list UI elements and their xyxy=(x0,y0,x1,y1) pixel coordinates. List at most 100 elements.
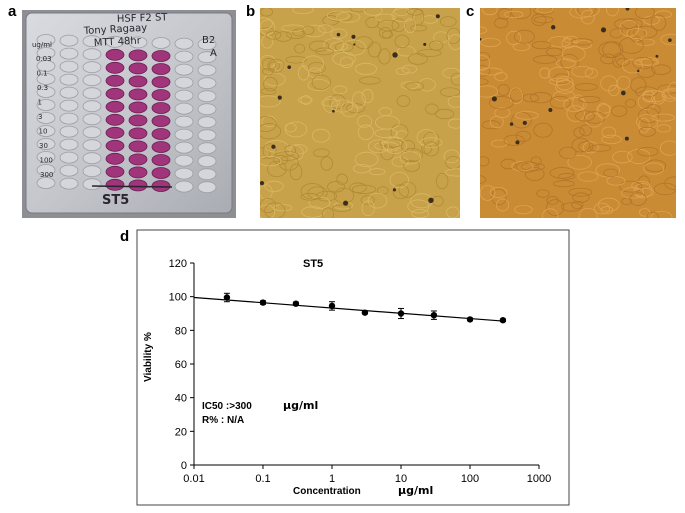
cell-outline xyxy=(569,8,593,19)
plate-well-empty xyxy=(82,165,102,178)
plate-well-empty xyxy=(59,151,79,164)
cell-outline xyxy=(635,38,656,46)
cell-outline xyxy=(561,38,576,49)
cell-outline xyxy=(260,19,276,35)
plate-well-empty xyxy=(197,155,217,168)
cell-outline xyxy=(264,180,284,192)
cell-outline xyxy=(351,91,366,109)
plate-well-filled xyxy=(128,127,148,140)
cell-outline xyxy=(302,25,315,35)
plate-well-empty xyxy=(59,60,79,73)
micrograph-c xyxy=(480,8,676,218)
cell-outline xyxy=(260,87,277,96)
cell-outline xyxy=(405,81,425,91)
cell-outline xyxy=(321,98,341,107)
cell-outline xyxy=(260,95,281,108)
cell-debris xyxy=(637,69,640,73)
cell-debris xyxy=(550,25,556,30)
cell-outline xyxy=(596,102,611,119)
cell-outline xyxy=(514,204,533,215)
cell-outline xyxy=(480,184,496,201)
cell-outline xyxy=(480,67,503,76)
cell-outline xyxy=(514,111,539,120)
y-axis-label: Viability % xyxy=(143,332,154,382)
cell-debris xyxy=(423,42,427,46)
plate-well-empty xyxy=(174,141,194,154)
plate-well-empty xyxy=(174,63,194,76)
cell-outline xyxy=(446,206,460,218)
cell-outline xyxy=(524,166,545,181)
cell-outline xyxy=(448,34,460,51)
plate-row-label: 0.1 xyxy=(37,70,48,78)
plate-well-empty xyxy=(36,177,56,189)
plate-well-empty xyxy=(36,151,56,163)
cell-outline xyxy=(651,113,676,122)
cell-outline xyxy=(547,66,570,82)
cell-outline xyxy=(263,72,286,87)
y-tick-label: 20 xyxy=(175,426,187,438)
plate-well-empty xyxy=(174,89,194,102)
cell-outline xyxy=(651,64,671,75)
cell-outline xyxy=(367,192,388,209)
x-axis-label: Concentration xyxy=(293,486,361,497)
cell-outline xyxy=(582,141,599,154)
cell-outline xyxy=(491,139,508,148)
cell-outline xyxy=(529,92,552,104)
cell-debris xyxy=(548,107,553,112)
cell-outline xyxy=(533,122,553,138)
cell-outline xyxy=(300,192,319,201)
plate-well-filled xyxy=(128,153,148,166)
x-axis-unit: μg/ml xyxy=(398,484,433,497)
cell-outline xyxy=(322,207,334,218)
cell-outline xyxy=(260,123,282,140)
cell-outline xyxy=(563,97,587,113)
y-tick-label: 40 xyxy=(175,393,187,405)
cell-outline xyxy=(560,53,579,71)
cell-outline xyxy=(539,67,551,79)
plate-well-filled xyxy=(151,115,171,127)
plate-well-empty xyxy=(59,99,79,112)
plate-well-filled xyxy=(128,140,148,153)
cell-outline xyxy=(600,53,616,65)
cell-outline xyxy=(637,146,659,157)
cell-debris xyxy=(271,144,276,149)
cell-outline xyxy=(509,87,523,105)
cell-outline xyxy=(423,141,440,157)
cell-outline xyxy=(584,67,598,79)
cell-outline xyxy=(542,208,559,218)
cell-outline xyxy=(494,71,508,82)
plate-well-filled xyxy=(128,166,148,179)
y-tick-label: 80 xyxy=(175,325,187,337)
y-tick-label: 0 xyxy=(181,460,187,472)
cell-outline xyxy=(346,103,365,114)
cell-outline xyxy=(300,183,325,200)
cell-outline xyxy=(297,96,313,104)
panel-label-c: c xyxy=(466,3,475,20)
x-tick-label: 1 xyxy=(329,473,335,485)
plate-well-empty xyxy=(59,138,79,151)
y-tick-label: 120 xyxy=(169,258,187,270)
data-point xyxy=(223,294,231,301)
cell-outline xyxy=(533,16,554,24)
cell-debris xyxy=(668,38,672,42)
plate-well-empty xyxy=(59,112,79,125)
cell-outline xyxy=(574,83,598,91)
ic50-unit: μg/ml xyxy=(283,399,318,412)
cell-outline xyxy=(612,53,626,68)
cell-outline xyxy=(339,56,354,69)
plate-row-label: 10 xyxy=(39,128,48,136)
cell-outline xyxy=(638,117,650,134)
cell-outline xyxy=(407,53,428,65)
plate-handwriting-4: B2 xyxy=(202,35,215,46)
cell-outline xyxy=(650,210,673,218)
cell-outline xyxy=(531,41,552,50)
cell-outline xyxy=(608,84,620,97)
cell-outline xyxy=(407,8,424,16)
cell-outline xyxy=(284,144,297,156)
cell-outline xyxy=(635,86,658,98)
cell-outline xyxy=(428,40,444,51)
cell-debris xyxy=(392,188,397,192)
cell-outline xyxy=(315,47,334,56)
cell-outline xyxy=(530,156,542,167)
cell-outline xyxy=(571,200,584,209)
